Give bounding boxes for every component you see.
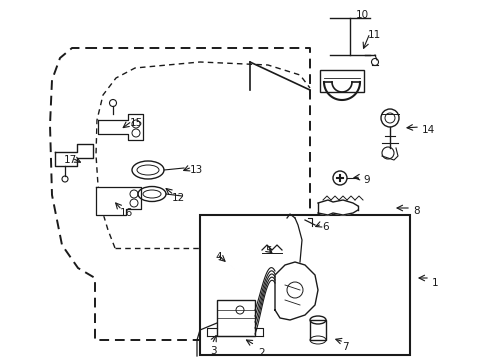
Text: 9: 9 bbox=[362, 175, 369, 185]
Text: 15: 15 bbox=[130, 118, 143, 128]
Text: 1: 1 bbox=[431, 278, 438, 288]
Text: 10: 10 bbox=[355, 10, 368, 20]
Polygon shape bbox=[98, 114, 142, 140]
Bar bbox=[200, 215, 409, 355]
Polygon shape bbox=[55, 144, 93, 166]
Polygon shape bbox=[96, 187, 141, 215]
Text: 6: 6 bbox=[321, 222, 328, 232]
Text: 14: 14 bbox=[421, 125, 434, 135]
Text: 5: 5 bbox=[264, 246, 271, 256]
Text: 3: 3 bbox=[209, 346, 216, 356]
Text: 4: 4 bbox=[215, 252, 221, 262]
Polygon shape bbox=[317, 200, 357, 215]
Bar bbox=[319, 70, 363, 92]
Bar bbox=[309, 320, 325, 340]
Text: 17: 17 bbox=[64, 155, 77, 165]
Text: 2: 2 bbox=[258, 348, 264, 358]
Bar bbox=[217, 300, 254, 336]
Text: 11: 11 bbox=[367, 30, 381, 40]
Text: 7: 7 bbox=[341, 342, 348, 352]
Polygon shape bbox=[274, 262, 317, 320]
Text: 13: 13 bbox=[190, 165, 203, 175]
Text: 12: 12 bbox=[172, 193, 185, 203]
Text: 8: 8 bbox=[412, 206, 419, 216]
Text: 16: 16 bbox=[120, 208, 133, 218]
